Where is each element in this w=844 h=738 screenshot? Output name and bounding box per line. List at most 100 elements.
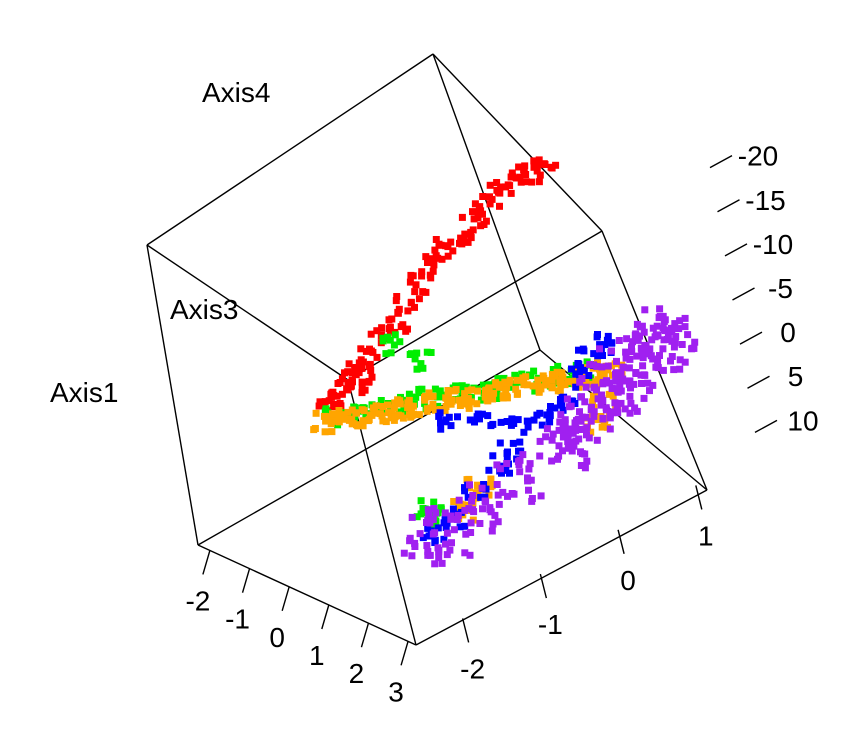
scatter-point-blue [508,415,516,423]
scatter-point-purple [596,345,603,353]
scatter-point-red [458,213,466,221]
scatter-point-orange [456,402,464,409]
scatter-point-purple [639,362,647,370]
scatter-point-purple [443,551,451,559]
scatter-point-purple [664,332,672,340]
scatter-point-purple [649,381,657,389]
scatter-point-red [461,230,469,238]
scatter-point-red [406,278,414,286]
axis4-tick-label: 0 [780,317,796,348]
scatter-point-blue [477,493,485,501]
axis1-tick-mark [321,604,330,630]
scatter-point-blue [590,350,598,358]
axis3-tick-label: -1 [538,609,563,640]
axis4-tick-label: 10 [787,405,818,436]
axis4-tick-label: -15 [745,185,785,216]
scatter-point-blue [436,409,444,417]
scatter-point-red [535,178,543,186]
scatter-point-red [469,226,477,234]
scatter-point-red [404,307,412,315]
scatter-point-purple [462,530,470,538]
scatter-point-green [511,371,519,379]
scatter-point-blue [484,412,492,420]
scatter-point-blue [608,339,616,347]
axis3-tick-label: -2 [460,653,485,684]
scatter-point-blue [568,365,575,373]
scatter-point-red [438,255,446,263]
scatter-point-orange [335,407,343,414]
scatter-point-red [397,323,405,331]
scatter-point-red [418,268,426,276]
scatter-point-blue [480,481,488,488]
scatter-point-blue [558,395,566,403]
scatter-point-purple [668,353,676,360]
scatter-point-purple [590,412,598,420]
scatter-point-orange [410,410,417,418]
scatter-point-orange [554,387,562,395]
scatter-point-blue [536,409,544,417]
scatter-point-purple [461,506,469,514]
scatter-point-orange [391,413,399,421]
scatter-point-red [486,181,494,189]
scatter-point-purple [469,506,477,514]
scatter-point-orange [399,414,407,422]
scatter-point-red [419,288,427,296]
scatter-point-green [417,497,425,505]
scatter-point-red [358,389,366,397]
scatter-point-purple [515,461,523,468]
scatter-point-purple [549,430,557,438]
scatter-point-blue [441,516,449,523]
scatter-point-purple [654,364,662,372]
scatter-point-orange [548,383,556,391]
scatter-point-red [422,253,430,261]
scatter-point-red [516,173,524,181]
scatter-point-green [494,375,502,383]
scatter-point-blue [461,484,468,492]
scatter-point-red [548,164,556,172]
scatter-point-purple [416,530,424,538]
scatter-point-orange [407,402,415,410]
scatter-point-orange [404,399,412,407]
scatter-point-red [432,236,440,243]
scatter-point-purple [586,360,594,368]
scatter-point-blue [489,452,497,460]
scatter-point-orange [431,406,439,414]
scatter-point-purple [575,435,583,443]
axis1-tick-mark [360,622,370,648]
scatter-point-blue [524,423,532,431]
scatter-point-red [345,379,353,386]
scatter-point-purple [406,534,414,542]
scatter-point-purple [626,409,634,417]
scatter-point-blue [425,532,433,540]
scatter-point-red [426,271,434,279]
scatter-point-purple [494,518,502,526]
scatter-point-purple [430,505,438,512]
scatter-point-purple [619,363,627,371]
scatter-point-red [341,369,348,377]
scatter-point-purple [617,377,625,385]
scatter-point-orange [452,386,460,393]
scatter-point-blue [594,331,601,338]
scatter-point-green [387,349,395,357]
scatter-point-green [386,336,394,344]
scatter-point-red [373,353,381,361]
scatter-point-red [520,166,528,174]
scatter-point-red [496,202,503,210]
scatter-point-purple [644,379,652,387]
scatter-point-blue [466,416,474,424]
scatter-point-purple [581,464,589,472]
scatter-point-green [322,405,330,413]
scatter-point-orange [359,417,367,425]
scatter-point-purple [454,512,462,519]
scatter-point-purple [548,436,556,444]
scatter-point-purple [567,402,575,410]
scatter-point-purple [482,498,490,506]
scatter-point-blue [471,418,478,426]
scatter-point-purple [443,529,451,537]
scatter-point-purple [597,401,605,409]
scatter-point-orange [558,370,566,378]
scatter-point-purple [411,539,419,547]
scatter-point-purple [568,440,576,448]
scatter-point-purple [408,552,416,560]
scatter-point-blue [496,439,504,447]
